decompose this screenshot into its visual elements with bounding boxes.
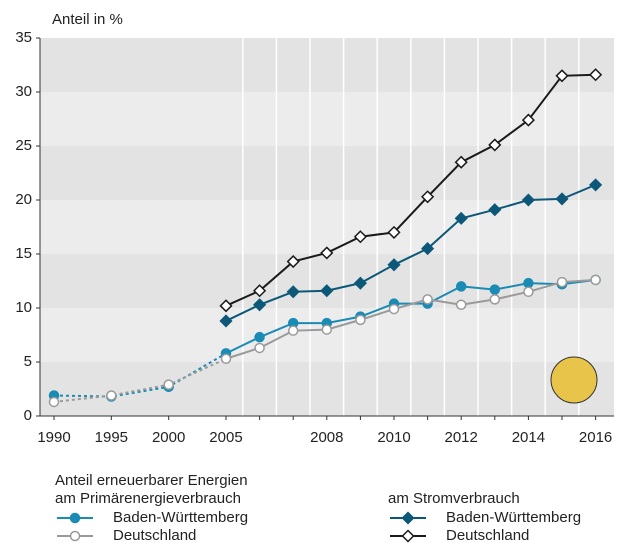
marker — [523, 286, 534, 298]
y-tick-label: 0 — [24, 407, 32, 424]
marker — [253, 284, 267, 298]
band — [40, 254, 614, 308]
y-axis-label: Anteil in % — [52, 11, 123, 28]
y-tick-label: 20 — [15, 191, 32, 208]
legend-group: am Stromverbrauch — [388, 490, 520, 507]
x-tick-label: 2005 — [209, 429, 242, 446]
marker — [320, 284, 334, 298]
legend-label: Baden-Württemberg — [446, 509, 581, 526]
marker — [454, 211, 468, 225]
legend-marker — [69, 530, 81, 542]
marker — [455, 299, 467, 311]
x-tick-label: 2000 — [152, 429, 185, 446]
marker — [254, 342, 265, 354]
marker — [488, 138, 502, 152]
marker — [387, 258, 401, 272]
marker — [287, 325, 299, 336]
marker — [521, 193, 535, 207]
legend-label: Baden-Württemberg — [113, 509, 248, 526]
marker — [219, 299, 233, 313]
decoration — [550, 356, 598, 404]
marker — [353, 276, 367, 290]
legend-label: Deutschland — [446, 527, 529, 544]
band — [40, 38, 614, 92]
legend-marker — [69, 512, 81, 524]
marker — [589, 68, 603, 82]
marker — [489, 294, 501, 305]
x-tick-label: 2012 — [445, 429, 478, 446]
marker — [455, 281, 467, 292]
series-line — [53, 357, 227, 403]
marker — [353, 230, 367, 244]
x-tick-label: 1995 — [95, 429, 128, 446]
x-tick-label: 1990 — [37, 429, 70, 446]
marker — [387, 225, 401, 239]
marker — [555, 192, 569, 206]
y-tick-label: 35 — [15, 29, 32, 46]
legend-label: Deutschland — [113, 527, 196, 544]
series-line — [53, 352, 227, 398]
band — [40, 200, 614, 254]
marker — [422, 294, 433, 305]
marker — [556, 276, 568, 288]
marker — [320, 246, 334, 260]
marker — [388, 303, 400, 315]
marker — [254, 331, 265, 343]
y-tick-label: 5 — [24, 353, 32, 370]
marker — [48, 396, 60, 408]
marker — [555, 69, 569, 83]
marker — [220, 353, 232, 365]
marker — [163, 379, 174, 390]
marker — [321, 324, 333, 335]
marker — [106, 390, 117, 401]
legend-heading: Anteil erneuerbarer Energien — [55, 472, 248, 489]
legend-marker — [401, 511, 415, 525]
band — [40, 146, 614, 200]
marker — [355, 314, 366, 326]
x-tick-label: 2008 — [310, 429, 343, 446]
marker — [286, 254, 300, 269]
marker — [454, 155, 468, 169]
y-tick-label: 30 — [15, 83, 32, 100]
y-tick-label: 15 — [15, 245, 32, 262]
marker — [219, 314, 233, 328]
marker — [488, 203, 502, 217]
x-tick-label: 2016 — [579, 429, 612, 446]
y-tick-label: 25 — [15, 137, 32, 154]
y-tick-label: 10 — [15, 299, 32, 316]
legend-group: am Primärenergieverbrauch — [55, 490, 241, 507]
marker — [521, 113, 535, 127]
x-tick-label: 2014 — [512, 429, 545, 446]
marker — [589, 178, 603, 192]
series-line — [225, 278, 596, 360]
marker — [421, 190, 435, 204]
legend-marker — [401, 529, 415, 543]
marker — [523, 277, 534, 289]
series-line — [225, 73, 596, 307]
band — [40, 92, 614, 146]
marker — [286, 285, 300, 299]
band — [40, 308, 614, 362]
x-tick-label: 2010 — [377, 429, 410, 446]
marker — [489, 284, 501, 295]
marker — [253, 298, 267, 312]
band — [40, 362, 614, 416]
marker — [590, 274, 601, 286]
marker — [421, 242, 435, 256]
